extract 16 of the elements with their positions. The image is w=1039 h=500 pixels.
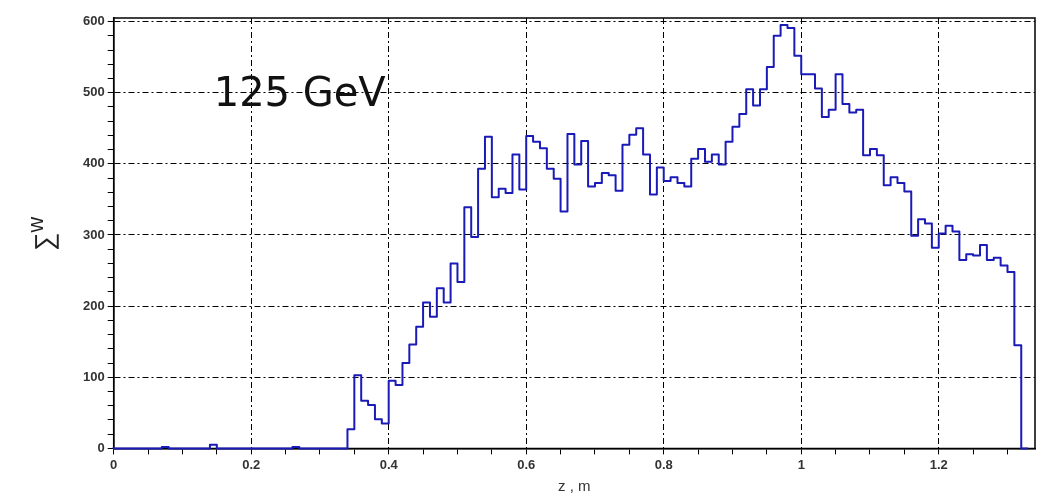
y-tick-label: 600 [82, 13, 105, 29]
y-tick-label: 100 [82, 368, 105, 384]
y-tick-label: 200 [82, 297, 105, 313]
y-tick-label: 400 [82, 155, 105, 171]
annotation: 125 GeV [213, 69, 387, 115]
x-tick-label: 0.8 [654, 456, 673, 472]
x-tick-label: 0.6 [517, 456, 536, 472]
y-tick-label: 500 [82, 84, 105, 100]
x-tick-label: 1 [797, 456, 805, 472]
x-tick-label: 0 [110, 456, 118, 472]
x-tick-label: 1.2 [929, 456, 948, 472]
x-tick-label: 0.4 [379, 456, 399, 472]
x-tick-label: 0.2 [242, 456, 261, 472]
y-tick-label: 0 [97, 439, 105, 455]
x-axis-title: z , m [558, 477, 591, 495]
y-tick-label: 300 [82, 226, 105, 242]
